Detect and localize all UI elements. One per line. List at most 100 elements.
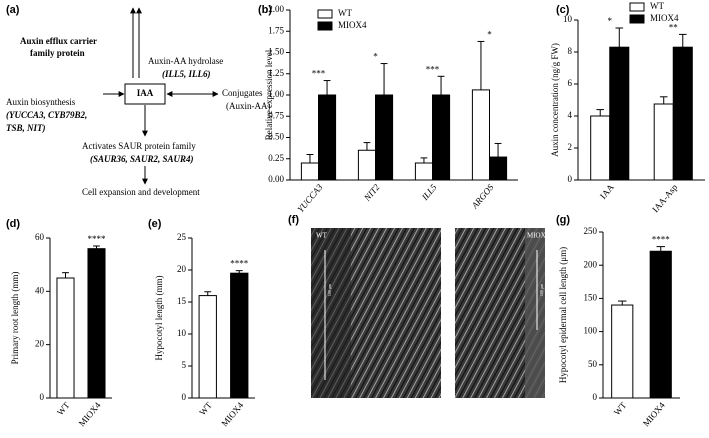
panel-label: (c) [556, 4, 570, 16]
y-tick-label: 5 [182, 360, 187, 370]
x-tick-label: MIOX4 [641, 400, 667, 429]
bar [87, 248, 106, 399]
bar [300, 162, 319, 181]
y-tick-label: 1.50 [268, 47, 284, 57]
bar [471, 89, 490, 181]
image-label: MIOX4 [527, 232, 550, 240]
hydrolase-genes: (ILL5, ILL6) [162, 69, 211, 79]
biosynthesis-label: Auxin biosynthesis [6, 97, 76, 107]
bar [649, 250, 672, 399]
y-tick-label: 200 [584, 259, 598, 269]
image-label: WT [316, 232, 328, 240]
saur-genes: (SAUR36, SAUR2, SAUR4) [90, 154, 194, 164]
biosynthesis-genes: (YUCCA3, CYB79B2, [6, 110, 87, 120]
x-tick-label: IAA-Asp [650, 182, 680, 214]
legend-swatch [317, 9, 333, 19]
saur-label: Activates SAUR protein family [82, 141, 196, 151]
y-tick-label: 10 [177, 328, 187, 338]
legend-swatch [629, 14, 645, 24]
y-tick-label: 0 [568, 174, 573, 184]
x-tick-label: WT [197, 400, 214, 418]
y-tick-label: 1.75 [268, 25, 284, 35]
x-tick-label: NIT2 [361, 182, 382, 204]
bar [653, 103, 674, 181]
panel-label: (g) [556, 214, 570, 226]
panel-label: (f) [288, 214, 299, 226]
y-tick-label: 250 [584, 226, 598, 236]
bar [198, 295, 217, 399]
x-tick-label: WT [55, 400, 72, 418]
chart: (c) 0 2 4 6 8 10 Auxin concentration (ng/g FW) *… [550, 1, 705, 214]
legend-swatch [317, 21, 333, 31]
bar [489, 156, 508, 181]
iaa-label: IAA [137, 88, 154, 98]
chart: (d) 0 20 40 60 Primary root length (mm) WT ****… [6, 218, 112, 428]
chart: (e) 0 5 10 15 20 25 Hypocotyl length (mm) WT ****… [148, 218, 255, 429]
legend-label: WT [650, 1, 664, 11]
x-tick-label: ILL5 [419, 182, 439, 203]
significance: **** [88, 234, 107, 244]
y-tick-label: 10 [563, 14, 573, 24]
y-tick-label: 2.00 [268, 4, 284, 14]
bar [318, 94, 337, 181]
x-tick-label: ARGOS [469, 182, 496, 211]
significance: *** [426, 64, 440, 74]
significance: ** [669, 22, 679, 32]
y-tick-label: 100 [584, 326, 598, 336]
efflux-label: family protein [30, 48, 85, 58]
y-tick-label: 40 [35, 285, 45, 295]
y-axis-label: Hypocotyl epidermal cell length (μm) [558, 247, 568, 383]
y-tick-label: 1.25 [268, 68, 284, 78]
y-tick-label: 0 [593, 392, 598, 402]
panel-label: (d) [6, 218, 20, 230]
y-tick-label: 8 [568, 46, 573, 56]
significance: *** [312, 69, 326, 79]
y-tick-label: 20 [177, 264, 187, 274]
x-tick-label: MIOX4 [219, 400, 245, 429]
efflux-label: Auxin efflux carrier [20, 36, 97, 46]
bar [611, 304, 634, 399]
legend-label: MIOX4 [338, 20, 367, 30]
diagram: (a) Auxin efflux carrier family protein … [6, 4, 271, 197]
bar [56, 277, 75, 399]
significance: * [373, 52, 378, 62]
x-tick-label: YUCCA3 [295, 182, 325, 214]
chart: (b) 0.00 0.25 0.50 0.75 1.00 1.25 1.50 1.75 2.00 R… [258, 4, 518, 214]
bar [375, 94, 394, 181]
hydrolase-label: Auxin-AA hydrolase [148, 56, 223, 66]
significance: **** [230, 259, 249, 269]
biosynthesis-genes: TSB, NIT) [6, 123, 46, 133]
conjugates-label: Conjugates [222, 88, 263, 98]
y-axis-label: Auxin concentration (ng/g FW) [550, 43, 560, 157]
y-tick-label: 15 [177, 296, 187, 306]
scale-label: 100 μm [539, 283, 544, 296]
y-tick-label: 0.75 [268, 110, 284, 120]
bar [672, 46, 693, 181]
y-tick-label: 2 [568, 142, 573, 152]
y-tick-label: 0.50 [268, 132, 284, 142]
x-tick-label: IAA [598, 182, 616, 201]
iaa-box [124, 83, 166, 105]
legend-label: MIOX4 [650, 13, 679, 23]
y-tick-label: 25 [177, 232, 187, 242]
y-tick-label: 6 [568, 78, 573, 88]
bar [432, 94, 451, 181]
panel-label: (e) [148, 218, 162, 230]
significance: * [487, 30, 492, 40]
result-label: Cell expansion and development [82, 187, 200, 197]
legend-swatch [629, 2, 645, 12]
shade [525, 228, 545, 398]
bar [357, 149, 376, 181]
y-tick-label: 0 [40, 392, 45, 402]
y-tick-label: 1.00 [268, 89, 284, 99]
panel-label: (b) [258, 4, 272, 16]
panel-label: (a) [6, 4, 20, 16]
y-tick-label: 50 [588, 359, 598, 369]
y-axis-label: Relative expression level [264, 49, 274, 140]
chart: (g) 0 50 100 150 200 250 Hypocotyl epidermal ce… [556, 214, 680, 429]
y-axis-label: Hypocotyl length (mm) [154, 276, 164, 361]
y-tick-label: 60 [35, 232, 45, 242]
y-tick-label: 0 [182, 392, 187, 402]
y-tick-label: 20 [35, 339, 45, 349]
